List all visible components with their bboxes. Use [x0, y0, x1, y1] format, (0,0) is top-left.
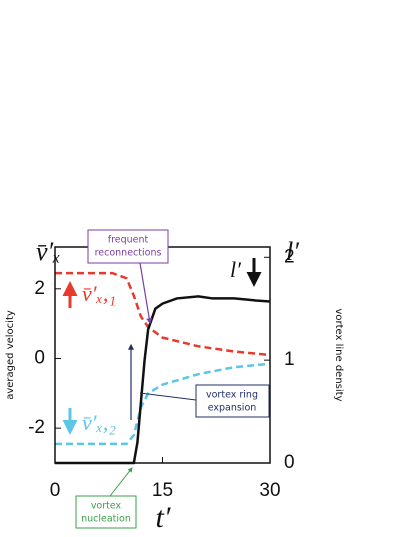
- series-line: [55, 271, 271, 357]
- annotation-text: expansion: [208, 403, 257, 414]
- x-tick-label: 15: [152, 480, 173, 501]
- annotation-text: nucleation: [81, 514, 131, 525]
- series-line: [55, 295, 271, 465]
- annotation-text: vortex ring: [206, 390, 258, 401]
- y2-tick-label: 1: [284, 349, 295, 370]
- annotation-arrow: [109, 467, 133, 497]
- annotation-box: [195, 384, 270, 418]
- y-tick-label: 2: [34, 278, 45, 299]
- y2-axis-label: l′: [286, 237, 299, 266]
- legend-label: v̄′ₓ,₂: [82, 410, 116, 435]
- y2-axis-title: vortex line density: [333, 308, 344, 401]
- y2-tick-label: 0: [284, 452, 295, 473]
- plot-area: [55, 271, 271, 465]
- annotation-text: vortex: [91, 501, 122, 512]
- y2-tick-label: 2: [284, 246, 295, 267]
- annotation-line: [139, 392, 197, 401]
- x-axis-label: t′: [156, 501, 171, 534]
- series-line: [55, 362, 271, 446]
- x-tick-label: 0: [50, 480, 61, 501]
- legend-label: l′: [230, 257, 242, 282]
- annotation-box: [87, 229, 169, 264]
- annotation-text: reconnections: [95, 248, 162, 259]
- x-tick-label: 30: [259, 480, 280, 501]
- y-tick-label: 0: [34, 347, 45, 368]
- annotation-box: [75, 495, 137, 529]
- annotation-text: frequent: [108, 235, 149, 246]
- y-axis-title: averaged velocity: [5, 310, 16, 400]
- legend-label: v̄′ₓ,₁: [82, 281, 116, 306]
- y-axis-label: v̄′ₓ: [36, 237, 61, 266]
- y-tick-label: -2: [28, 417, 45, 438]
- annotation-arrow: [139, 262, 153, 325]
